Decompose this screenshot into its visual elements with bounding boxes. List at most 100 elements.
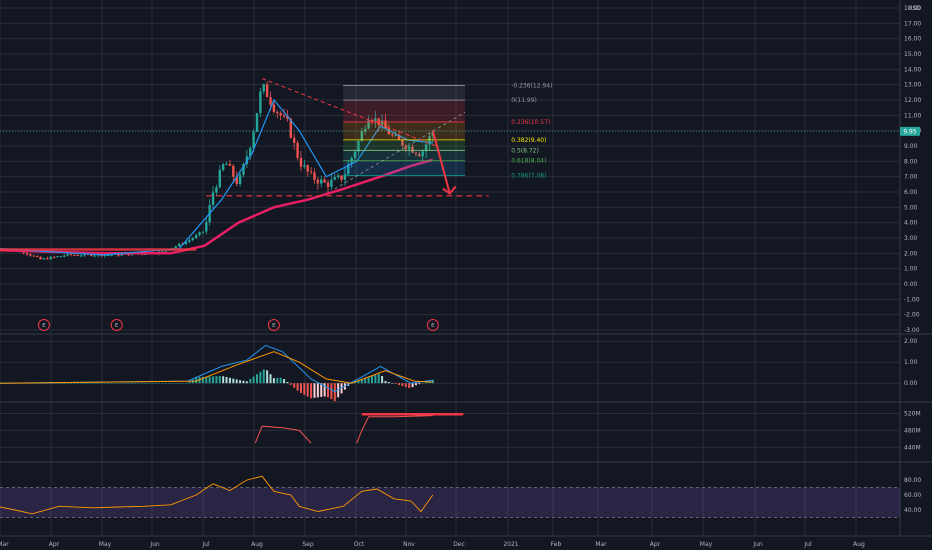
candle-body [218,169,222,188]
x-axis[interactable]: Mar Apr May Jun Jul Aug Sep Oct Nov Dec 2021 Feb Mar… [0,541,865,548]
price-badge-value: 9.95 [903,128,917,135]
bearish-arrow-head [442,185,457,195]
rsi-panel[interactable] [0,475,900,518]
volume-panel[interactable] [254,413,464,444]
candle-body [198,232,201,236]
y-tick-label: 2.00 [904,250,918,257]
macd-histogram-bar [330,383,333,400]
candle-body [421,151,424,157]
candle-body [262,84,265,92]
candle-body [364,128,367,132]
macd-histogram-bar [215,376,218,384]
macd-histogram-bar [364,378,367,384]
fib-level-label: 0(11.99) [511,97,537,104]
macd-panel[interactable] [0,344,434,402]
y-tick-label: 1.00 [904,266,918,273]
macd-histogram-bar [279,377,282,384]
y-tick-label: 80.00 [904,477,921,484]
candle-body [414,152,418,155]
macd-histogram-bar [421,383,424,384]
fib-zone [343,121,465,140]
y-tick-label: 14.00 [904,66,921,73]
macd-histogram-bar [289,383,292,385]
macd-histogram-bar [384,380,387,384]
macd-histogram-bar [408,383,411,389]
uptrend-line [334,111,466,190]
macd-histogram-bar [110,383,113,384]
earnings-marker[interactable] [267,319,280,331]
candle-body [303,165,306,167]
fib-level-label: 0.5(8.72) [511,147,539,154]
candle-body [178,243,181,247]
macd-signal-line [0,351,433,384]
rsi-band [0,487,900,518]
macd-histogram-bar [134,383,137,384]
price-panel[interactable]: -0.236(12.94) 0(11.99) 0.236(10.57) 0.382(9… [0,78,900,331]
macd-histogram-bar [360,379,363,384]
x-tick-label: Mar [595,541,607,548]
earnings-marker[interactable] [37,319,50,331]
y-axis[interactable]: 18.00 17.00 16.00 15.00 14.00 13.00 12.00 11.00… [904,5,921,514]
x-tick-label: Jun [752,541,763,548]
macd-histogram-bar [184,383,187,384]
candle-body [367,119,370,129]
candle-body [242,164,245,175]
fib-level-label: 0.786(7.08) [511,172,546,179]
y-tick-label: 16.00 [904,36,921,43]
candle-body [120,254,123,256]
candle-body [309,171,313,173]
candle-body [35,256,39,258]
candle-body [221,164,225,170]
macd-histogram-bar [414,383,417,386]
macd-histogram-bar [174,383,177,384]
x-tick-label: Oct [354,541,365,548]
candle-body [401,139,404,146]
candle-body [418,154,421,157]
candle-body [296,142,299,158]
macd-histogram-bar [154,383,157,384]
candle-body [194,235,198,239]
candle-body [282,115,286,117]
y-tick-label: 13.00 [904,82,921,89]
macd-histogram-bar [107,383,110,384]
earnings-marker[interactable] [426,319,439,331]
bearish-arrow [431,130,451,194]
candle-body [252,131,255,148]
volume-line-segment [254,425,312,444]
candle-body [407,146,411,150]
candle-body [269,97,272,105]
macd-histogram-bar [127,383,130,384]
macd-histogram-bar [306,383,309,397]
macd-histogram-bar [242,380,245,384]
candle-body [411,146,414,153]
candle-body [63,255,66,257]
candle-body [245,156,249,165]
macd-histogram-bar [367,377,370,384]
macd-histogram-bar [283,379,286,384]
macd-histogram-bar [381,375,384,384]
candle-body [83,253,86,256]
candle-body [117,253,120,256]
earnings-marker[interactable] [110,319,123,331]
y-tick-label: -1.00 [904,296,920,303]
macd-histogram-bar [161,383,164,384]
downtrend-line [261,78,437,147]
macd-histogram-bar [377,373,380,384]
macd-histogram-bar [394,383,397,384]
candle-body [313,172,316,180]
y-tick-label: -2.00 [904,312,920,319]
x-tick-label: Feb [551,541,562,548]
macd-histogram-bar [327,383,330,398]
macd-histogram-bar [411,383,414,388]
macd-histogram-bar [222,376,225,384]
macd-histogram-bar [70,383,73,384]
macd-histogram-bar [83,383,86,384]
candle-body [201,231,205,233]
candle-body [29,254,32,256]
candle-body [76,254,79,256]
macd-histogram-bar [59,383,62,384]
macd-histogram-bar [86,383,89,384]
y-tick-label: 40.00 [904,507,921,514]
x-tick-label: May [99,541,112,548]
